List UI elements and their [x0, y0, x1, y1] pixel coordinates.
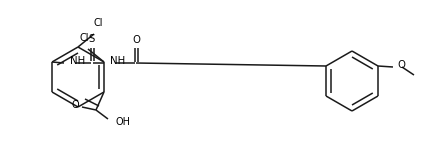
Text: O: O: [71, 100, 79, 110]
Text: O: O: [132, 35, 140, 45]
Text: S: S: [89, 34, 95, 44]
Text: O: O: [397, 60, 405, 70]
Text: Cl: Cl: [93, 18, 103, 28]
Text: NH: NH: [70, 56, 85, 66]
Text: Cl: Cl: [79, 33, 89, 43]
Text: NH: NH: [110, 56, 125, 66]
Text: OH: OH: [116, 117, 131, 127]
